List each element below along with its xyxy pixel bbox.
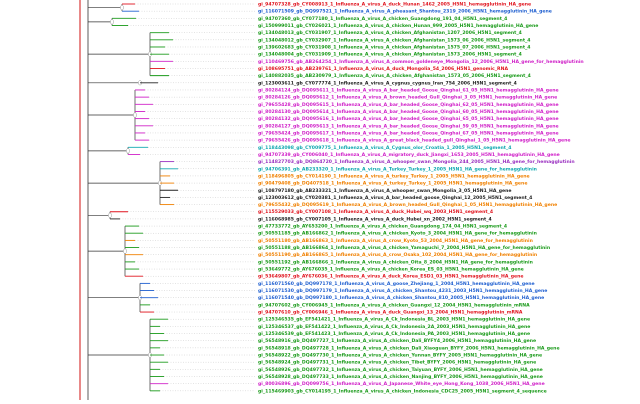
leaf-label: gi_50551188_gb_AB166864_1_Influenza_A_vi… [258,245,550,251]
leaf-label: gi_90479408_gb_DQ407518_1_Influenza_A_vi… [258,181,527,187]
leaf-label: gi_56548926_gb_DQ497732_1_Influenza_A_vi… [258,367,543,373]
leaf-label: gi_125346537_gb_EF541422_1_Influenza_A_v… [258,324,530,330]
leaf-label: gi_115529033_gb_CY007108_1_Influenza_A_v… [258,209,493,215]
leaf-label: gi_56548922_gb_DQ497730_1_Influenza_A_vi… [258,353,542,359]
leaf-label: gi_123003612_gb_CY020381_1_Influenza_A_v… [258,195,532,201]
leaf-label: gi_80284130_gb_DQ095614_1_Influenza_A_vi… [258,109,559,115]
leaf-label: gi_140882035_gb_AB230979_1_Influenza_A_v… [258,73,531,79]
node-marker [133,112,137,118]
leaf-label: gi_56548928_gb_DQ497733_1_Influenza_A_vi… [258,374,543,380]
leaf-label: gi_118443098_gb_CY009775_1_Influenza_A_v… [258,145,511,151]
leaf-label: gi_123003611_gb_CY077774_1_Influenza_A_v… [258,80,517,86]
leaf-label: gi_56548916_gb_DQ497727_1_Influenza_A_vi… [258,338,536,344]
leaf-label: gi_56548918_gb_DQ497728_1_Influenza_A_vi… [258,345,560,351]
leaf-label: gi_125346535_gb_EF541421_1_Influenza_A_v… [258,317,530,323]
leaf-label: gi_108797180_gb_AB233321_1_Influenza_A_v… [258,188,512,194]
leaf-label: gi_50551190_gb_AB166865_1_Influenza_A_vi… [258,252,537,258]
leaf-label: gi_116071560_gb_DQ997178_1_Influenza_A_v… [258,281,535,287]
leaf-label: gi_116068985_gb_CY007105_1_Influenza_A_v… [258,216,492,222]
leaf-label: gi_94707360_gb_CY077180_1_Influenza_A_vi… [258,16,507,22]
leaf-label: gi_118496805_gb_CY014190_1_Influenza_A_v… [258,173,530,179]
leaf-label: gi_110469756_gb_AB264254_1_Influenza_A_v… [258,59,584,65]
leaf-label: gi_80284127_gb_DQ095613_1_Influenza_A_vi… [258,123,559,129]
leaf-label: gi_114827703_gb_DQ864720_1_Influenza_A_v… [258,159,575,165]
leaf-label: gi_53649772_gb_AY676035_1_Influenza_A_vi… [258,267,524,273]
leaf-label: gi_47733772_gb_AY653200_1_Influenza_A_vi… [258,224,507,230]
node-marker [126,148,130,154]
leaf-label: gi_94707339_gb_CY006040_1_Influenza_A_vi… [258,152,560,158]
leaf-label: gi_134048013_gb_CY031907_1_Influenza_A_v… [258,30,522,36]
leaf-label: gi_50551192_gb_AB166866_1_Influenza_A_vi… [258,259,533,265]
leaf-label: gi_94707610_gb_CY006946_1_Influenza_A_vi… [258,310,523,316]
node-marker [108,212,112,218]
leaf-label: gi_134048012_gb_CY032907_1_Influenza_A_v… [258,37,531,43]
leaf-label: gi_79655432_gb_DQ095619_1_Influenza_A_vi… [258,202,557,208]
leaf-label: gi_116071530_gb_DQ997179_1_Influenza_A_v… [258,288,547,294]
leaf-label: gi_125346539_gb_EF541423_1_Influenza_A_v… [258,331,530,337]
leaf-label: gi_115469903_gb_CY014195_1_Influenza_A_v… [258,388,547,394]
leaf-label: gi_50551180_gb_AB166863_1_Influenza_A_vi… [258,238,533,244]
leaf-label: gi_94707602_gb_CY006945_1_Influenza_A_vi… [258,302,530,308]
leaf-label: gi_80284124_gb_DQ095611_1_Influenza_A_vi… [258,87,559,93]
leaf-label: gi_94707328_gb_CY008913_1_Influenza_A_vi… [258,2,531,8]
leaf-label: gi_94706391_gb_AB233320_1_Influenza_A_vi… [258,166,537,172]
leaf-label: gi_139602683_gb_CY031908_1_Influenza_A_v… [258,44,531,50]
leaf-label: gi_116071540_gb_DQ997180_1_Influenza_A_v… [258,295,544,301]
leaf-label: gi_53649807_gb_AY676036_1_Influenza_A_vi… [258,274,524,280]
leaf-label: gi_79655426_gb_DQ095618_1_Influenza_A_vi… [258,138,571,144]
leaf-label: gi_79655428_gb_DQ095615_1_Influenza_A_vi… [258,102,559,108]
leaf-label: gi_56548924_gb_DQ497731_1_Influenza_A_vi… [258,360,536,366]
leaf-label: gi_116071509_gb_DQ997521_1_Influenza_A_v… [258,9,552,15]
node-marker [120,5,124,11]
leaf-label: gi_79655424_gb_DQ095617_1_Influenza_A_vi… [258,130,559,136]
leaf-label: gi_50551185_gb_AB166862_1_Influenza_A_vi… [258,231,537,237]
node-marker [110,19,114,25]
leaf-label: gi_108695751_gb_AB239761_1_Influenza_A_v… [258,66,508,72]
leaf-label: gi_80036896_gb_DQ099756_1_Influenza_A_vi… [258,381,545,387]
node-marker [123,248,127,254]
leaf-label: gi_150999011_gb_CY026021_1_Influenza_A_v… [258,23,538,29]
leaf-label: gi_80284132_gb_DQ095616_1_Influenza_A_vi… [258,116,559,122]
leaf-label: gi_134048004_gb_CY031909_1_Influenza_A_v… [258,52,522,58]
leaf-label: gi_80284126_gb_DQ095612_1_Influenza_A_vi… [258,95,557,101]
